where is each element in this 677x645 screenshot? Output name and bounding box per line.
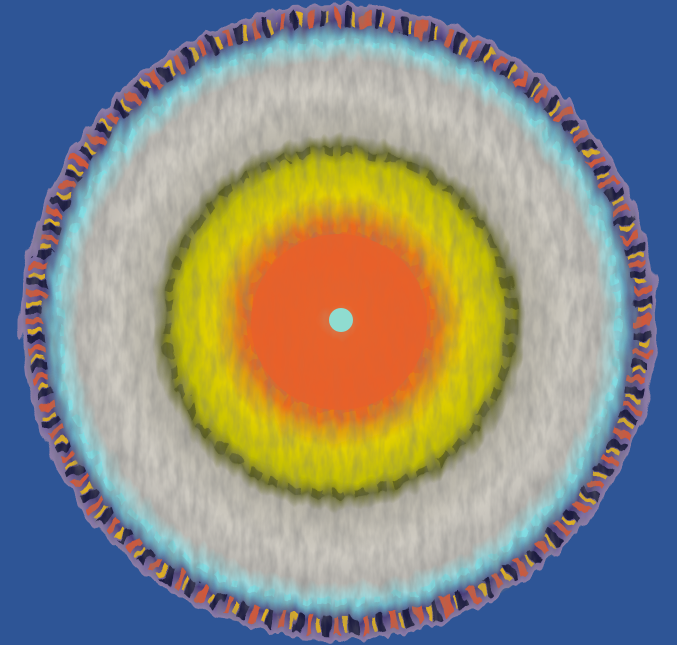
center-dot bbox=[329, 308, 353, 332]
